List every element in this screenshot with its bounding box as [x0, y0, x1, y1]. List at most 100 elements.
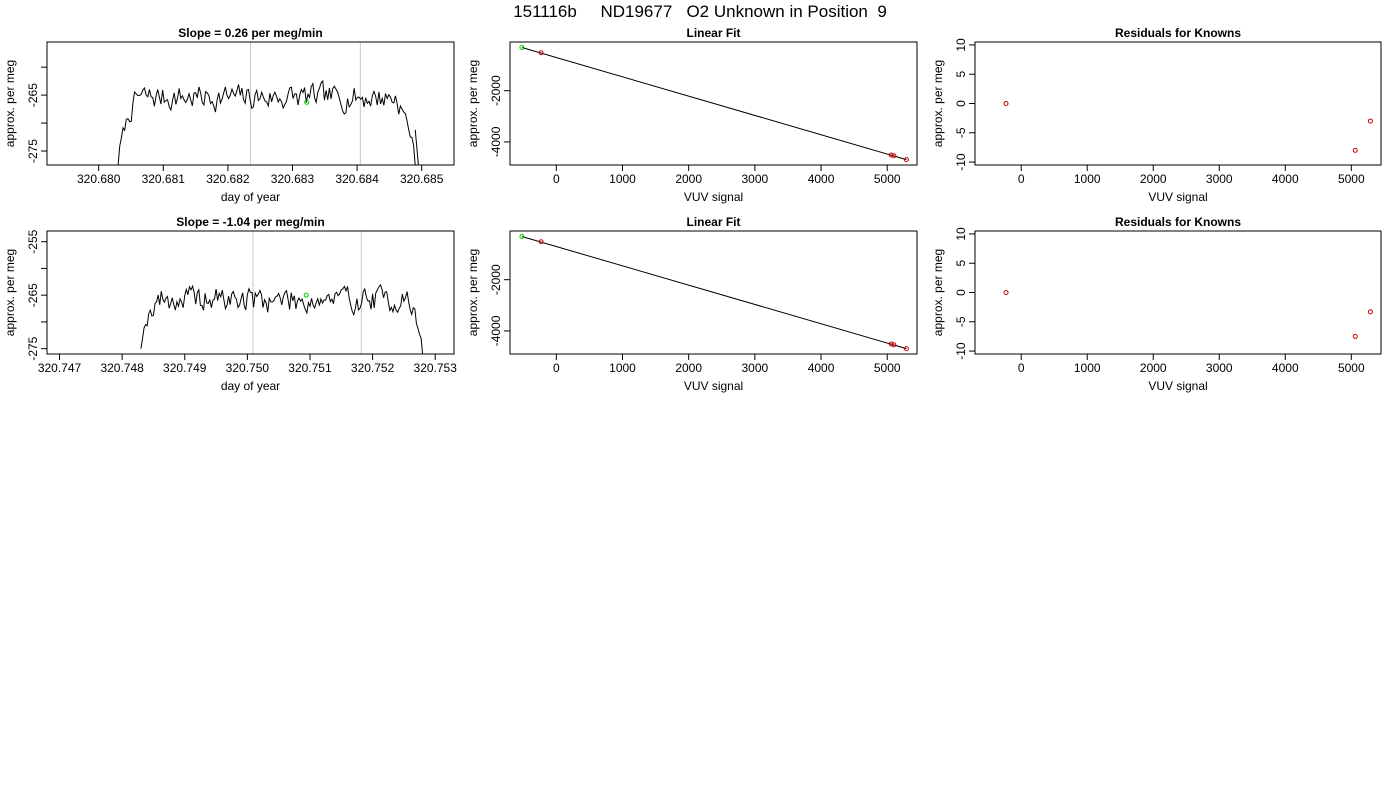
plot-area — [519, 234, 909, 352]
x-tick-label: 4000 — [808, 172, 835, 186]
x-tick-label: 0 — [553, 172, 560, 186]
x-tick-label: 320.683 — [271, 172, 315, 186]
y-tick-label: -2000 — [489, 264, 503, 295]
x-tick-label: 320.681 — [142, 172, 186, 186]
plot-area — [1003, 290, 1373, 339]
panel-title: Residuals for Knowns — [1115, 26, 1241, 40]
figure-title: 151116b ND19677 O2 Unknown in Position 9 — [513, 2, 887, 21]
y-tick-label: -10 — [954, 342, 968, 360]
x-axis-label: VUV signal — [1148, 190, 1207, 204]
panel-title: Linear Fit — [686, 26, 740, 40]
known-point — [538, 239, 544, 245]
known-point — [903, 346, 909, 352]
x-tick-label: 320.684 — [335, 172, 379, 186]
panel-1: Slope = 0.26 per meg/min 320.680 320.681 32… — [3, 26, 455, 204]
x-tick-label: 0 — [1018, 361, 1025, 375]
x-tick-label: 320.747 — [38, 361, 82, 375]
panel-3: Residuals for Knowns 0 1000 2000 3000 4000 500… — [931, 26, 1382, 204]
series-line — [117, 79, 416, 165]
panel-title: Slope = -1.04 per meg/min — [176, 215, 324, 229]
plot-frame — [46, 41, 455, 166]
known-point — [888, 152, 894, 158]
unknown-mean-point — [304, 99, 310, 105]
x-tick-label: 3000 — [742, 172, 769, 186]
x-axis-label: day of year — [221, 379, 280, 393]
plot-area — [140, 283, 424, 354]
y-tick-label: 10 — [954, 227, 968, 241]
y-tick-label: -275 — [26, 336, 40, 360]
x-tick-label: 3000 — [1206, 361, 1233, 375]
x-axis-label: VUV signal — [684, 190, 743, 204]
panel-title: Residuals for Knowns — [1115, 215, 1241, 229]
plot-frame — [509, 41, 918, 166]
series-line — [414, 129, 419, 165]
x-tick-label: 320.751 — [288, 361, 332, 375]
known-point — [903, 157, 909, 163]
plot-frame — [974, 41, 1382, 166]
x-tick-label: 4000 — [1272, 172, 1299, 186]
x-tick-label: 320.750 — [226, 361, 270, 375]
x-tick-label: 320.753 — [414, 361, 458, 375]
series-line — [140, 283, 424, 354]
residual-point — [1003, 101, 1009, 106]
panel-6: Residuals for Knowns 0 1000 2000 3000 4000 500… — [931, 215, 1382, 393]
y-axis-label: approx. per meg — [931, 60, 945, 147]
x-tick-label: 2000 — [675, 361, 702, 375]
x-tick-label: 320.749 — [163, 361, 207, 375]
x-tick-label: 1000 — [609, 361, 636, 375]
y-tick-label: 0 — [954, 100, 968, 107]
y-tick-label: -5 — [954, 127, 968, 138]
x-axis-label: day of year — [221, 190, 280, 204]
unknown-point — [519, 234, 525, 240]
x-tick-label: 2000 — [1140, 361, 1167, 375]
x-tick-label: 320.685 — [400, 172, 444, 186]
y-tick-label: 5 — [954, 260, 968, 267]
plot-area — [1003, 101, 1373, 153]
known-point — [888, 341, 894, 347]
plot-area — [117, 79, 419, 165]
x-tick-label: 320.748 — [100, 361, 144, 375]
unknown-mean-point — [303, 292, 309, 298]
x-tick-label: 4000 — [808, 361, 835, 375]
y-axis-label: approx. per meg — [3, 60, 17, 147]
residual-point — [1367, 309, 1373, 315]
plot-area — [519, 45, 909, 163]
x-tick-label: 5000 — [874, 172, 901, 186]
y-tick-label: -5 — [954, 316, 968, 327]
x-tick-label: 1000 — [1074, 172, 1101, 186]
plot-frame — [46, 230, 455, 355]
x-tick-label: 5000 — [874, 361, 901, 375]
x-tick-label: 2000 — [1140, 172, 1167, 186]
y-axis-label: approx. per meg — [466, 60, 480, 147]
x-axis-label: VUV signal — [1148, 379, 1207, 393]
x-tick-label: 1000 — [1074, 361, 1101, 375]
y-tick-label: 5 — [954, 71, 968, 78]
panel-4: Slope = -1.04 per meg/min 320.747 320.748 3… — [3, 215, 457, 393]
x-tick-label: 320.682 — [206, 172, 250, 186]
y-axis-label: approx. per meg — [3, 249, 17, 336]
y-tick-label: -10 — [954, 153, 968, 171]
y-tick-label: -4000 — [489, 315, 503, 346]
x-tick-label: 5000 — [1338, 361, 1365, 375]
y-tick-label: -275 — [26, 139, 40, 163]
unknown-point — [519, 45, 525, 51]
residual-point — [1352, 147, 1358, 153]
known-point — [538, 50, 544, 56]
residual-point — [1003, 290, 1009, 295]
x-tick-label: 1000 — [609, 172, 636, 186]
panel-title: Slope = 0.26 per meg/min — [178, 26, 322, 40]
known-point — [891, 153, 897, 159]
x-tick-label: 320.680 — [77, 172, 121, 186]
y-tick-label: -265 — [26, 83, 40, 107]
y-axis-label: approx. per meg — [931, 249, 945, 336]
y-tick-label: 10 — [954, 38, 968, 52]
y-axis-label: approx. per meg — [466, 249, 480, 336]
x-tick-label: 5000 — [1338, 172, 1365, 186]
y-tick-label: 0 — [954, 289, 968, 296]
x-tick-label: 0 — [1018, 172, 1025, 186]
y-tick-label: -265 — [26, 283, 40, 307]
fit-line — [521, 236, 907, 350]
fit-line — [521, 47, 907, 161]
y-tick-label: -255 — [26, 229, 40, 253]
